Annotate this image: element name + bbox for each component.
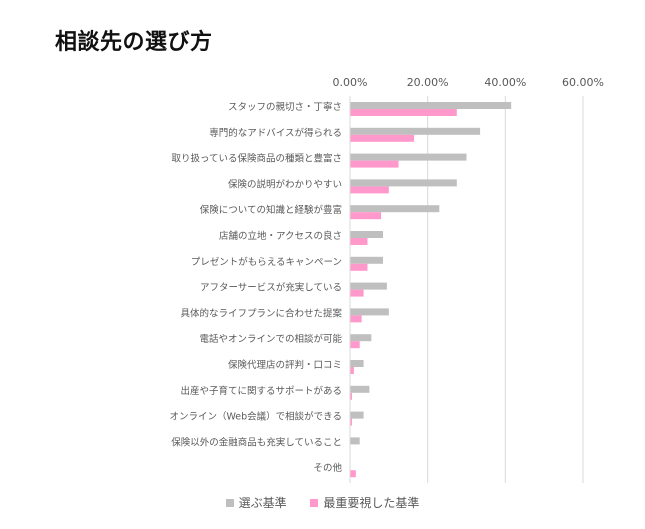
category-label: 保険の説明がわかりやすい (228, 178, 342, 190)
bar-series-1 (350, 385, 370, 393)
legend-swatch-series-2 (310, 498, 319, 507)
legend-label-series-1: 選ぶ基準 (238, 496, 287, 510)
legend-item-series-1[interactable]: 選ぶ基準 (225, 494, 287, 511)
category-label: 専門的なアドバイスが得られる (209, 127, 342, 139)
category-label: 具体的なライフプランに合わせた提案 (180, 307, 342, 319)
bar-series-1 (350, 334, 372, 342)
bar-series-1 (350, 360, 364, 367)
category-label: 保険代理店の評判・口コミ (228, 359, 342, 371)
bar-series-1 (350, 437, 360, 445)
bar-series-1 (350, 308, 389, 316)
category-label: アフターサービスが充実している (200, 282, 342, 294)
bar-series-1 (350, 231, 384, 238)
x-tick-label: 0.00% (333, 76, 368, 89)
bar-series-1 (350, 411, 364, 419)
legend-label-series-2: 最重要視した基準 (323, 496, 420, 510)
category-label: 店舗の立地・アクセスの良さ (219, 230, 342, 242)
bar-series-2 (350, 367, 354, 374)
bar-series-1 (350, 102, 512, 109)
bar-series-2 (350, 212, 382, 220)
legend-swatch-series-1 (225, 498, 234, 507)
bar-series-2 (350, 160, 399, 168)
category-label: その他 (313, 462, 342, 474)
bar-series-1 (350, 153, 467, 161)
bar-series-2 (350, 109, 457, 116)
bar-series-2 (350, 341, 360, 349)
bar-series-1 (350, 205, 440, 213)
x-tick-label: 40.00% (484, 76, 526, 89)
bar-series-1 (350, 179, 457, 187)
category-label: 電話やオンラインでの相談が可能 (199, 333, 342, 345)
x-tick-label: 60.00% (562, 76, 604, 89)
bar-series-2 (350, 392, 352, 400)
bar-series-2 (350, 418, 352, 426)
category-label: プレゼントがもらえるキャンペーン (191, 256, 342, 268)
bar-series-2 (350, 315, 362, 323)
bar-series-1 (350, 256, 384, 264)
bar-series-2 (350, 134, 415, 142)
category-label: 保険以外の金融商品も充実していること (171, 436, 342, 448)
legend-item-series-2[interactable]: 最重要視した基準 (310, 494, 419, 511)
category-label: 取り扱っている保険商品の種類と豊富さ (171, 153, 342, 165)
bar-series-2 (350, 238, 368, 245)
bar-series-2 (350, 289, 364, 297)
page-title: 相談先の選び方 (55, 30, 213, 55)
category-label: 出産や子育てに関するサポートがある (180, 385, 342, 397)
x-tick-label: 20.00% (407, 76, 449, 89)
bar-series-1 (350, 127, 481, 135)
bar-series-1 (350, 282, 387, 290)
category-label: オンライン（Web会議）で相談ができる (169, 411, 342, 423)
chart-legend: 選ぶ基準 最重要視した基準 (0, 494, 645, 511)
category-label: スタッフの親切さ・丁寧さ (228, 101, 342, 113)
bar-series-2 (350, 186, 389, 194)
category-label: 保険についての知識と経験が豊富 (200, 204, 342, 216)
bar-series-2 (350, 263, 368, 271)
bar-series-2 (350, 470, 356, 478)
